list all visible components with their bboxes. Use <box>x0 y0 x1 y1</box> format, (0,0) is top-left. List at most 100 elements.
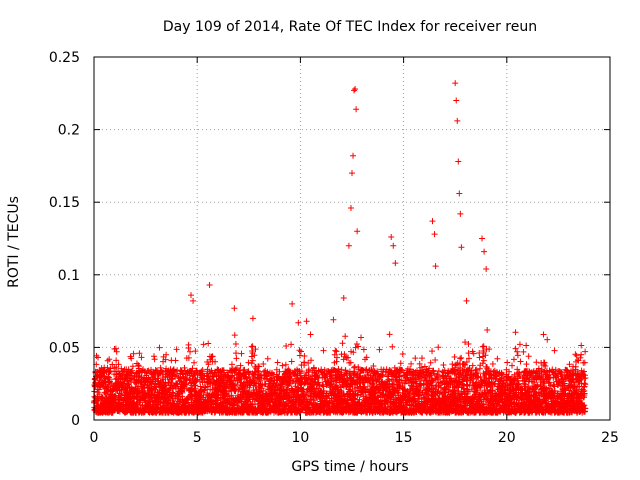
data-point <box>185 354 192 361</box>
data-point <box>249 343 256 350</box>
data-point <box>233 355 240 362</box>
data-point <box>94 398 101 405</box>
data-point <box>249 315 256 322</box>
data-point <box>129 367 136 374</box>
data-point <box>338 387 345 394</box>
data-point <box>331 367 338 374</box>
data-point <box>311 397 318 404</box>
data-point <box>390 242 397 249</box>
data-point <box>136 350 143 357</box>
data-point <box>389 343 396 350</box>
data-point <box>113 357 120 364</box>
data-point <box>96 391 103 398</box>
data-point <box>189 365 196 372</box>
data-point <box>333 348 340 355</box>
data-point <box>237 362 244 369</box>
data-point <box>431 231 438 238</box>
data-point <box>179 389 186 396</box>
data-point <box>191 382 198 389</box>
data-point <box>342 333 349 340</box>
data-point <box>279 362 286 369</box>
data-point <box>332 347 339 354</box>
data-point <box>188 292 195 299</box>
data-point <box>242 374 249 381</box>
data-point <box>314 374 321 381</box>
data-point <box>106 356 113 363</box>
data-point <box>456 190 463 197</box>
data-point <box>308 357 315 364</box>
data-point <box>288 358 295 365</box>
data-point <box>295 319 302 326</box>
data-point <box>231 382 238 389</box>
data-point <box>339 340 346 347</box>
data-point <box>213 379 220 386</box>
data-point <box>262 381 269 388</box>
grid-lines <box>94 57 610 420</box>
data-point <box>98 393 105 400</box>
data-point <box>95 396 102 403</box>
data-point <box>429 348 436 355</box>
data-point <box>283 343 290 350</box>
data-point <box>138 354 145 361</box>
data-point <box>386 331 393 338</box>
data-point <box>157 364 164 371</box>
data-point <box>282 361 289 368</box>
data-point <box>376 346 383 353</box>
data-point <box>192 348 199 355</box>
data-point <box>301 359 308 366</box>
data-point <box>231 332 238 339</box>
data-point <box>109 361 116 368</box>
data-point <box>207 378 214 385</box>
data-point <box>347 359 354 366</box>
data-point <box>320 347 327 354</box>
data-point <box>238 350 245 357</box>
data-point <box>163 351 170 358</box>
data-point <box>429 218 436 225</box>
data-point <box>248 360 255 367</box>
data-point <box>274 382 281 389</box>
data-point <box>484 326 491 333</box>
data-point <box>351 87 358 94</box>
data-point <box>254 367 261 374</box>
data-point <box>107 368 114 375</box>
data-point <box>104 364 111 371</box>
x-axis-label: GPS time / hours <box>291 459 408 475</box>
data-point <box>489 361 496 368</box>
data-point <box>353 106 360 113</box>
data-point <box>256 363 263 370</box>
data-point <box>200 375 207 382</box>
data-point <box>349 170 355 177</box>
data-point <box>305 359 312 366</box>
data-point <box>125 380 132 387</box>
data-point <box>206 281 213 288</box>
data-point <box>214 392 221 399</box>
chart-title: Day 109 of 2014, Rate Of TEC Index for r… <box>163 19 537 35</box>
data-point <box>476 354 483 361</box>
data-point <box>228 361 235 368</box>
data-point <box>156 344 163 351</box>
data-point <box>452 80 459 87</box>
data-point <box>307 331 314 338</box>
data-point <box>205 340 212 347</box>
data-point <box>112 345 119 352</box>
data-point <box>432 356 439 363</box>
data-point <box>494 355 501 362</box>
data-point <box>316 382 323 389</box>
data-point <box>260 361 267 368</box>
data-point <box>342 367 349 374</box>
data-point <box>435 344 442 351</box>
data-point <box>264 355 271 362</box>
data-point <box>303 318 310 325</box>
data-point <box>320 387 327 394</box>
data-point <box>480 343 487 350</box>
data-point <box>249 357 256 364</box>
data-point <box>350 152 357 159</box>
data-points <box>91 80 589 416</box>
data-point <box>231 305 238 312</box>
data-point <box>95 354 102 361</box>
data-point <box>192 385 199 392</box>
data-point <box>115 361 122 368</box>
data-point <box>288 341 295 348</box>
data-point <box>296 347 303 354</box>
data-point <box>200 341 207 348</box>
